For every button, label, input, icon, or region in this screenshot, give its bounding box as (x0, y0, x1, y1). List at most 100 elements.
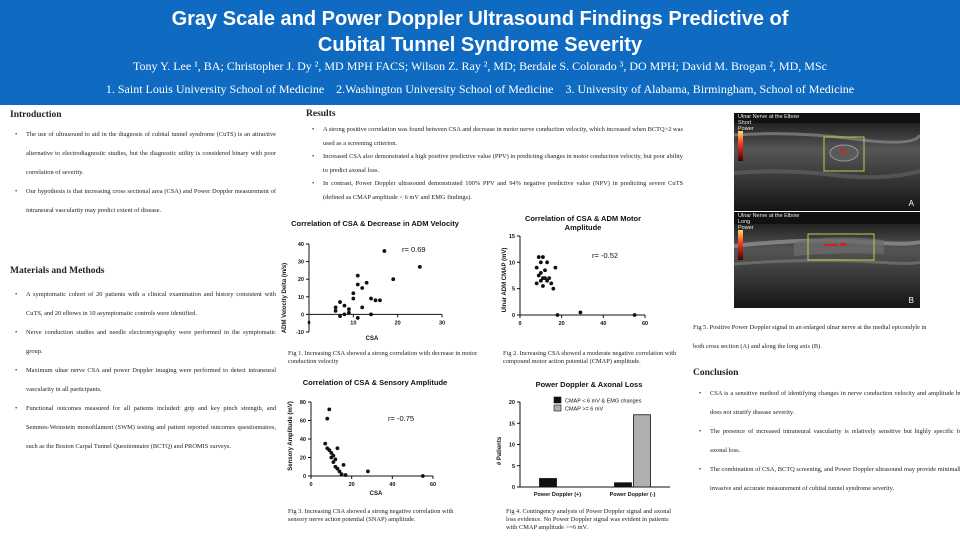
data-point (538, 260, 543, 265)
conclusion-bullet: The presence of increased intraneural va… (699, 422, 960, 460)
data-point (534, 281, 539, 286)
data-point (555, 313, 560, 317)
x-tick-label: Power Doppler (-) (610, 492, 656, 498)
x-tick-label: 40 (600, 321, 606, 327)
data-point (347, 307, 351, 312)
correlation-label: r= 0.69 (402, 245, 426, 254)
y-tick-label: -10 (296, 330, 304, 336)
y-tick-label: 10 (298, 295, 304, 301)
figure-3-csa-sensory-chart: Correlation of CSA & Sensory Amplitude S… (288, 378, 447, 497)
figure-1-csa-velocity-chart: Correlation of CSA & Decrease in ADM Vel… (282, 219, 460, 342)
ultrasound-image-b: Ulnar Nerve at the Elbow Long Power B (734, 212, 920, 308)
data-point (366, 469, 370, 474)
figure-2-caption: Fig 2. Increasing CSA showed a moderate … (503, 350, 677, 365)
data-point (545, 260, 549, 265)
x-tick-label: 40 (389, 482, 395, 488)
data-point (355, 316, 360, 320)
data-point (333, 308, 338, 313)
x-tick-label: 60 (642, 321, 648, 327)
data-point (355, 273, 360, 278)
y-tick-label: 10 (509, 260, 515, 266)
x-tick-label: 20 (395, 320, 401, 326)
data-point (538, 270, 543, 275)
methods-bullet: Maximum ulnar nerve CSA and power Dopple… (15, 361, 276, 399)
y-tick-label: 60 (300, 419, 306, 425)
methods-bullet: Functional outcomes measured for all pat… (15, 399, 276, 456)
data-point (339, 472, 344, 477)
data-point (420, 474, 425, 478)
data-point (534, 265, 539, 270)
y-tick-label: 30 (298, 260, 304, 266)
chart-title-line-1: Correlation of CSA & ADM Motor (525, 214, 641, 223)
conclusion-bullet: The combination of CSA, BCTQ screening, … (699, 460, 960, 498)
ultrasound-label-a: Ulnar Nerve at the Elbow Short Power (738, 114, 800, 132)
figure-4-caption: Fig 4. Contingency analysis of Power Dop… (506, 508, 672, 531)
y-tick-label: 5 (512, 464, 515, 470)
conclusion-bullet: CSA is a sensitive method of identifying… (699, 384, 960, 422)
data-point (382, 249, 387, 253)
chart-title: Correlation of CSA & Decrease in ADM Vel… (291, 219, 460, 228)
data-point (338, 300, 342, 304)
correlation-label: r= -0.75 (388, 414, 414, 423)
data-point (391, 277, 396, 282)
data-point (549, 281, 554, 286)
figure-4-doppler-bar-chart: Power Doppler & Axonal Loss # Patients 0… (497, 380, 670, 498)
y-tick-label: 20 (298, 277, 304, 283)
data-point (351, 296, 356, 301)
data-point (536, 273, 541, 278)
legend-swatch (553, 404, 562, 412)
y-tick-label: 20 (509, 400, 515, 406)
x-tick-label: 20 (559, 321, 565, 327)
data-point (325, 416, 330, 421)
data-point (347, 310, 351, 315)
conclusion-heading: Conclusion (693, 368, 739, 378)
results-bullet: In contrast, Power Doppler ultrasound de… (312, 177, 683, 204)
x-tick-label: 30 (439, 320, 445, 326)
data-point (369, 312, 373, 317)
data-point (364, 280, 369, 285)
x-axis-label: CSA (366, 336, 379, 342)
data-point (547, 276, 552, 281)
data-point (338, 314, 342, 319)
data-point (536, 255, 541, 259)
y-tick-label: 40 (300, 437, 306, 443)
data-point (335, 466, 340, 471)
figure-2-csa-cmap-chart: Correlation of CSA & ADM Motor Amplitude… (502, 214, 648, 327)
introduction-bullet: The use of ultrasound to aid in the diag… (15, 125, 276, 182)
y-tick-label: 0 (512, 485, 515, 491)
data-point (541, 255, 545, 259)
poster-title: Gray Scale and Power Doppler Ultrasound … (0, 6, 960, 58)
y-tick-label: 80 (300, 400, 306, 406)
y-tick-label: 0 (301, 312, 304, 318)
title-line-1: Gray Scale and Power Doppler Ultrasound … (171, 8, 789, 30)
data-point (327, 448, 332, 452)
x-tick-label: 20 (349, 482, 355, 488)
y-axis-label: # Patients (497, 436, 503, 465)
y-tick-label: 0 (512, 313, 515, 319)
ultrasound-letter-a: A (908, 199, 914, 208)
correlation-label: r= -0.52 (592, 251, 618, 260)
data-point (553, 265, 558, 270)
data-point (545, 278, 549, 283)
x-tick-label: 60 (430, 482, 436, 488)
introduction-list: The use of ultrasound to aid in the diag… (12, 125, 276, 220)
data-point (337, 469, 342, 474)
data-point (551, 286, 556, 291)
bar (633, 414, 651, 488)
ultrasound-label-b: Ulnar Nerve at the Elbow Long Power (738, 213, 800, 231)
figure-5-caption: Fig 5. Positive Power Doppler signal in … (693, 324, 927, 350)
data-point (538, 278, 543, 283)
data-point (373, 298, 378, 303)
methods-list: A symptomatic cohort of 20 patients with… (12, 285, 276, 456)
legend-label: CMAP >= 6 mV (565, 407, 603, 413)
y-tick-label: 15 (509, 234, 515, 240)
introduction-bullet: Our hypothesis is that increasing cross … (15, 182, 276, 220)
data-point (541, 284, 545, 288)
x-tick-label: 0 (309, 482, 312, 488)
methods-bullet: A symptomatic cohort of 20 patients with… (15, 285, 276, 323)
results-bullet: A strong positive correlation was found … (312, 123, 683, 150)
results-bullet: Increased CSA also demonstrated a high p… (312, 150, 683, 177)
chart-title: Power Doppler & Axonal Loss (536, 380, 643, 389)
legend-label: CMAP < 6 mV & EMG changes (565, 399, 642, 405)
data-point (342, 312, 347, 317)
